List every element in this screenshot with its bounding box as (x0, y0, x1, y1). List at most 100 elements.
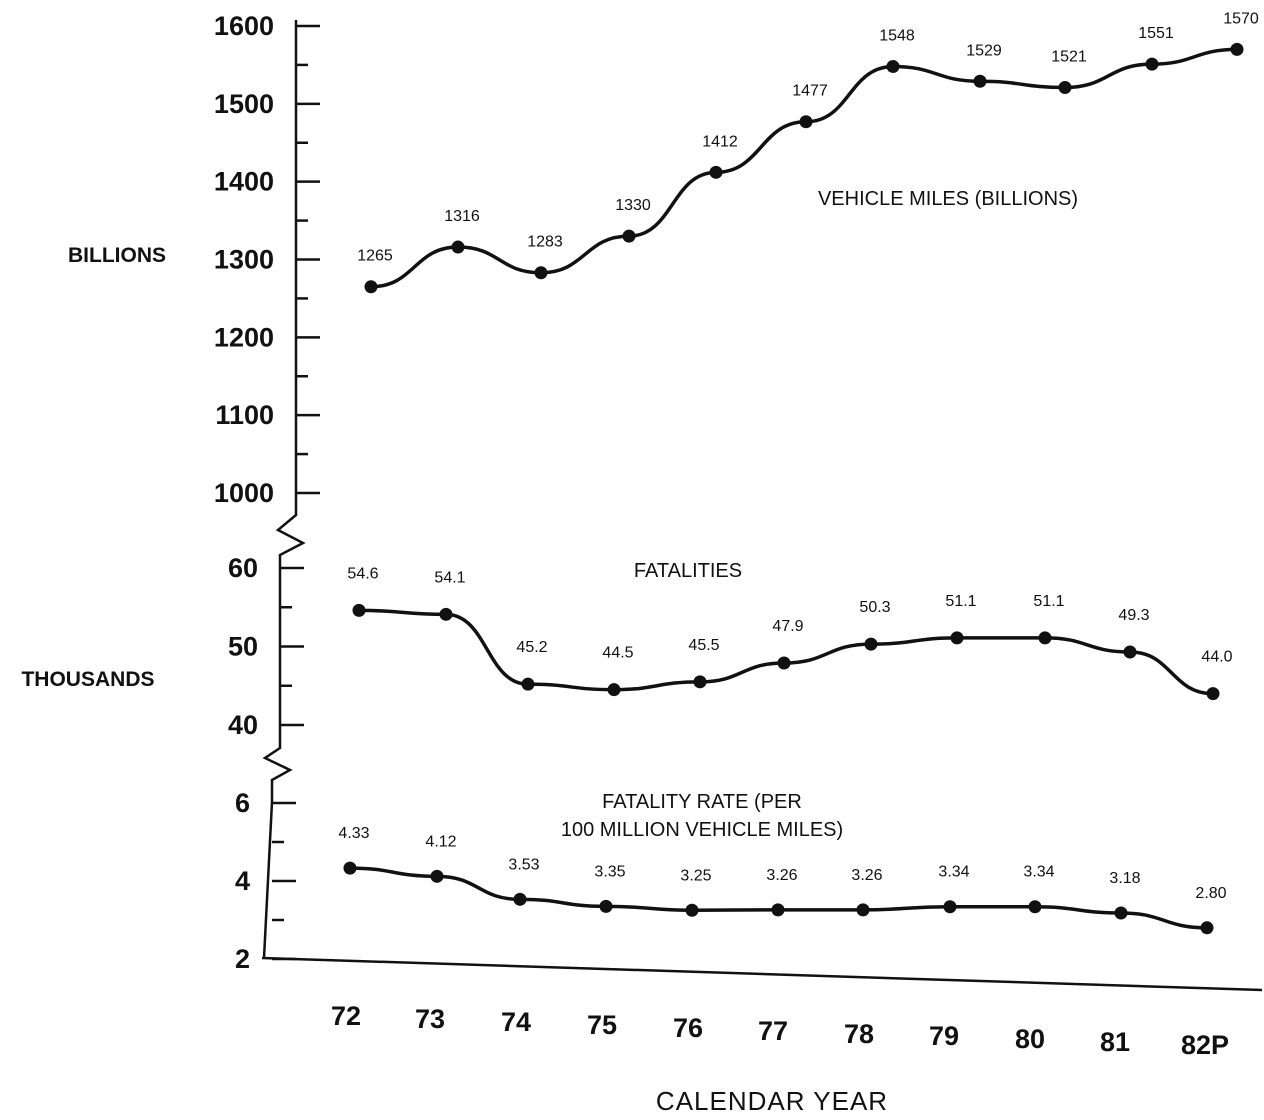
data-point (799, 115, 813, 129)
series-name-label: VEHICLE MILES (BILLIONS) (818, 188, 1078, 210)
x-tick-label: 76 (673, 1013, 703, 1043)
y-tick-label: 4 (235, 866, 250, 896)
data-point (1145, 57, 1159, 71)
data-point (864, 637, 878, 651)
data-point (430, 869, 444, 883)
data-label: 1570 (1223, 10, 1259, 27)
x-tick-label: 78 (844, 1019, 874, 1049)
data-point (1200, 921, 1214, 935)
data-point (352, 603, 366, 617)
y-axis-line (262, 20, 306, 959)
data-label: 44.5 (602, 645, 633, 662)
data-point (771, 903, 785, 917)
data-label: 1521 (1051, 48, 1087, 65)
series-name-label: FATALITY RATE (PER (602, 791, 802, 813)
data-point (513, 892, 527, 906)
y-unit-label: BILLIONS (68, 244, 166, 267)
y-tick-label: 40 (228, 710, 258, 740)
x-tick-label: 74 (501, 1007, 531, 1037)
data-label: 3.26 (851, 867, 882, 884)
data-label: 54.6 (347, 565, 378, 582)
data-point (439, 607, 453, 621)
y-tick-label: 1300 (214, 245, 274, 275)
data-point (943, 900, 957, 914)
data-label: 3.35 (594, 863, 625, 880)
data-label: 45.2 (516, 639, 547, 656)
data-label: 1265 (357, 248, 393, 265)
data-point (1028, 900, 1042, 914)
data-label: 49.3 (1118, 607, 1149, 624)
y-tick-label: 1400 (214, 167, 274, 197)
data-label: 4.12 (425, 833, 456, 850)
data-label: 3.34 (938, 864, 969, 881)
data-label: 54.1 (434, 569, 465, 586)
data-point (521, 677, 535, 691)
data-point (777, 656, 791, 670)
data-label: 44.0 (1201, 649, 1232, 666)
data-label: 50.3 (859, 599, 890, 616)
data-point (1206, 687, 1220, 701)
data-point (364, 280, 378, 294)
data-point (1114, 906, 1128, 920)
data-point (950, 631, 964, 645)
y-tick-label: 1000 (214, 478, 274, 508)
x-axis-title: CALENDAR YEAR (656, 1086, 888, 1116)
data-point (685, 903, 699, 917)
y-tick-label: 2 (235, 944, 250, 974)
data-point (856, 903, 870, 917)
data-label: 3.34 (1023, 864, 1054, 881)
data-point (886, 59, 900, 73)
data-label: 3.18 (1109, 870, 1140, 887)
data-point (599, 899, 613, 913)
data-label: 1330 (615, 197, 651, 214)
y-tick-label: 60 (228, 553, 258, 583)
y-tick-label: 1500 (214, 89, 274, 119)
data-label: 3.25 (680, 867, 711, 884)
data-label: 3.53 (508, 856, 539, 873)
data-label: 47.9 (772, 618, 803, 635)
data-point (1058, 80, 1072, 94)
y-tick-label: 6 (235, 788, 250, 818)
data-label: 45.5 (688, 637, 719, 654)
x-tick-label: 79 (929, 1021, 959, 1051)
x-tick-label: 73 (415, 1004, 445, 1034)
y-tick-label: 1200 (214, 322, 274, 352)
data-label: 3.26 (766, 867, 797, 884)
y-tick-label: 50 (228, 632, 258, 662)
data-label: 4.33 (338, 825, 369, 842)
x-tick-label: 80 (1015, 1024, 1045, 1054)
data-point (973, 74, 987, 88)
y-tick-label: 1100 (215, 400, 274, 430)
data-point (534, 266, 548, 280)
data-point (451, 240, 465, 254)
data-label: 51.1 (945, 593, 976, 610)
x-axis-line (261, 956, 1263, 992)
data-label: 1477 (792, 83, 828, 100)
data-point (709, 165, 723, 179)
data-label: 1551 (1138, 25, 1174, 42)
series-name-label: 100 MILLION VEHICLE MILES) (561, 819, 843, 841)
x-tick-label: 72 (331, 1001, 361, 1031)
data-point (1123, 645, 1137, 659)
x-tick-label: 82P (1181, 1030, 1229, 1060)
data-label: 1529 (966, 42, 1002, 59)
series-line (370, 47, 1238, 289)
series-name-label: FATALITIES (634, 560, 742, 582)
data-label: 1316 (444, 208, 480, 225)
data-point (622, 229, 636, 243)
data-point (693, 675, 707, 689)
data-label: 51.1 (1033, 593, 1064, 610)
x-tick-label: 77 (758, 1016, 788, 1046)
data-label: 1283 (527, 234, 563, 251)
x-tick-label: 81 (1100, 1027, 1130, 1057)
data-point (1230, 42, 1244, 56)
data-label: 1548 (879, 27, 915, 44)
y-tick-label: 1600 (214, 11, 274, 41)
data-point (1038, 631, 1052, 645)
data-label: 1412 (702, 133, 738, 150)
data-point (607, 683, 621, 697)
y-unit-label: THOUSANDS (21, 668, 154, 691)
x-tick-label: 75 (587, 1010, 617, 1040)
data-point (343, 861, 357, 875)
